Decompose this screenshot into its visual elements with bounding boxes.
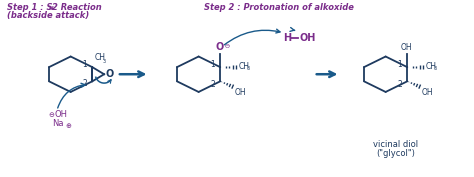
Text: 2 Reaction: 2 Reaction xyxy=(52,3,102,12)
Text: 1: 1 xyxy=(82,60,87,69)
Text: H: H xyxy=(283,33,291,43)
Text: CH: CH xyxy=(94,53,105,62)
Text: $\ominus$: $\ominus$ xyxy=(48,110,55,119)
Text: CH: CH xyxy=(426,62,437,71)
Text: ("glycol"): ("glycol") xyxy=(376,149,415,158)
Text: Step 1 : S: Step 1 : S xyxy=(7,3,52,12)
Text: O: O xyxy=(106,69,114,79)
Text: 2: 2 xyxy=(210,80,215,89)
Text: Step 2 : Protonation of alkoxide: Step 2 : Protonation of alkoxide xyxy=(204,3,354,12)
Text: 3: 3 xyxy=(247,66,250,71)
Text: 3: 3 xyxy=(434,66,437,71)
Text: 2: 2 xyxy=(82,79,87,88)
Text: N: N xyxy=(49,6,54,11)
Text: (backside attack): (backside attack) xyxy=(7,11,89,20)
Text: OH: OH xyxy=(401,43,412,52)
Text: OH: OH xyxy=(422,88,434,97)
Text: OH: OH xyxy=(55,110,68,119)
Text: 2: 2 xyxy=(398,80,402,89)
Text: OH: OH xyxy=(235,88,246,97)
Text: $\oplus$: $\oplus$ xyxy=(65,121,72,130)
Text: 3: 3 xyxy=(102,59,105,64)
Text: OH: OH xyxy=(299,33,315,43)
Text: 1: 1 xyxy=(398,60,402,69)
Text: 1: 1 xyxy=(210,60,215,69)
Text: CH: CH xyxy=(239,62,250,71)
Text: Na: Na xyxy=(52,119,64,128)
Text: O: O xyxy=(215,42,223,52)
Text: $\Theta$: $\Theta$ xyxy=(224,42,231,50)
Text: vicinal diol: vicinal diol xyxy=(373,140,418,149)
